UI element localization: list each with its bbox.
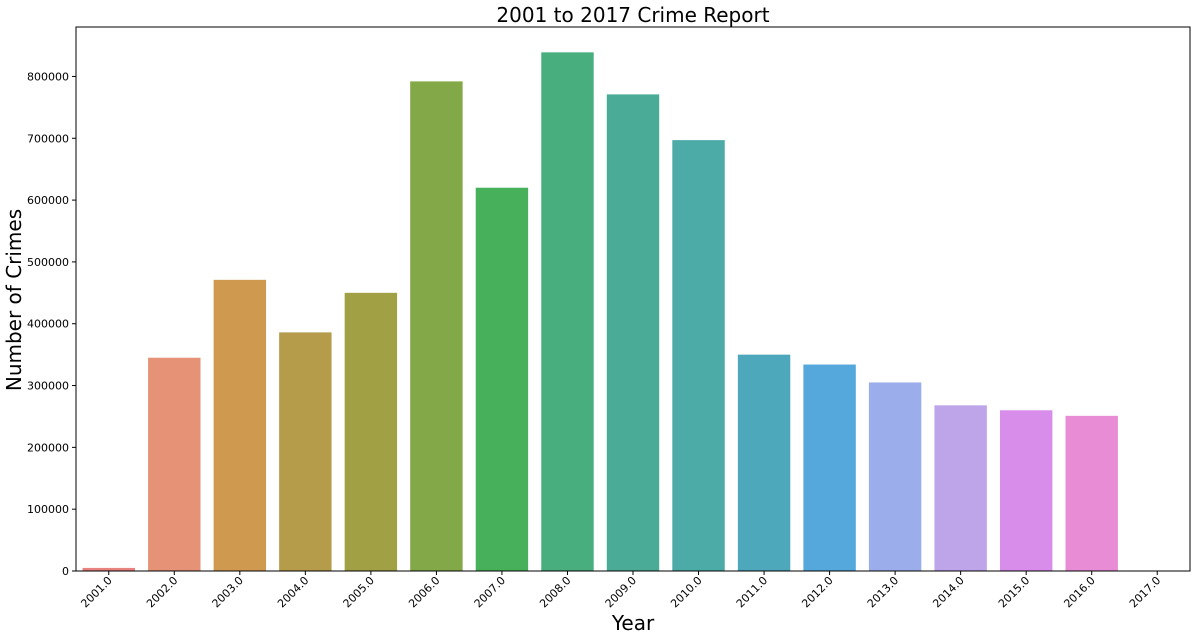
y-tick-label: 800000 [27,70,69,83]
x-tick-label: 2015.0 [996,574,1032,610]
x-tick-label: 2004.0 [275,574,311,610]
x-tick-label: 2014.0 [930,574,966,610]
x-axis-label: Year [611,611,655,635]
bar-2011.0 [737,354,791,571]
x-tick-label: 2007.0 [472,574,508,610]
chart-title: 2001 to 2017 Crime Report [496,3,769,27]
x-tick-label: 2008.0 [537,574,573,610]
x-tick-label: 2011.0 [734,574,770,610]
bar-2005.0 [344,292,398,571]
y-tick-label: 300000 [27,380,69,393]
bar-2001.0 [82,567,135,571]
y-tick-label: 200000 [27,441,69,454]
y-axis-ticks: 0 100000 200000 300000 400000 500000 600000 700… [27,70,76,578]
x-tick-label: 2003.0 [210,574,246,610]
y-tick-label: 700000 [27,132,69,145]
bar-2015.0 [999,410,1053,571]
bar-2014.0 [934,405,987,571]
bar-2008.0 [541,52,594,571]
x-tick-label: 2010.0 [668,574,704,610]
bar-2013.0 [868,382,922,571]
bar-2003.0 [213,279,267,571]
y-tick-label: 0 [62,565,69,578]
y-tick-label: 500000 [27,256,69,269]
x-tick-label: 2009.0 [603,574,639,610]
x-tick-label: 2013.0 [865,574,901,610]
y-tick-label: 100000 [27,503,69,516]
bar-2012.0 [803,364,856,571]
bar-2002.0 [148,357,201,571]
bars-group [82,52,1118,572]
bar-2009.0 [606,94,660,571]
y-tick-label: 600000 [27,194,69,207]
y-tick-label: 400000 [27,318,69,331]
x-tick-label: 2001.0 [78,574,114,610]
bar-2016.0 [1065,415,1118,571]
x-tick-label: 2002.0 [144,574,180,610]
x-tick-label: 2006.0 [406,574,442,610]
plot-frame [75,26,1191,572]
x-axis-ticks: 2001.0 2002.0 2003.0 2004.0 2005.0 2006.0 2007… [78,571,1163,610]
bar-2004.0 [279,332,332,571]
bar-2007.0 [475,187,529,571]
x-tick-label: 2016.0 [1061,574,1097,610]
bar-2006.0 [410,81,463,572]
y-axis-label: Number of Crimes [2,209,26,391]
bar-2010.0 [672,140,725,572]
x-tick-label: 2017.0 [1127,574,1163,610]
x-tick-label: 2005.0 [341,574,377,610]
x-tick-label: 2012.0 [799,574,835,610]
